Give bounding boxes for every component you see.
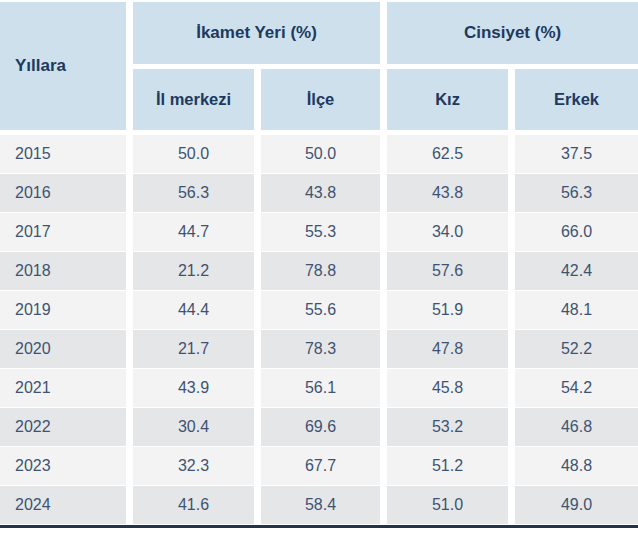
value-cell: 44.4: [133, 290, 261, 329]
table-row: 2018 21.2 78.8 57.6 42.4: [0, 251, 638, 290]
column-header-girl: Kız: [387, 69, 515, 135]
value-cell: 51.2: [387, 446, 515, 485]
value-cell: 54.2: [515, 368, 638, 407]
value-cell: 42.4: [515, 251, 638, 290]
value-cell: 69.6: [261, 407, 387, 446]
corner-header-years: Yıllara: [0, 2, 133, 135]
value-cell: 50.0: [261, 135, 387, 173]
year-cell: 2022: [0, 407, 133, 446]
value-cell: 34.0: [387, 212, 515, 251]
value-cell: 37.5: [515, 135, 638, 173]
table-row: 2019 44.4 55.6 51.9 48.1: [0, 290, 638, 329]
table-body: 2015 50.0 50.0 62.5 37.5 2016 56.3 43.8 …: [0, 135, 638, 524]
value-cell: 50.0: [133, 135, 261, 173]
value-cell: 43.9: [133, 368, 261, 407]
value-cell: 56.1: [261, 368, 387, 407]
value-cell: 78.3: [261, 329, 387, 368]
table-bottom-border: [0, 525, 638, 528]
group-header-row: Yıllara İkamet Yeri (%) Cinsiyet (%): [0, 2, 638, 69]
column-header-boy: Erkek: [515, 69, 638, 135]
table-row: 2023 32.3 67.7 51.2 48.8: [0, 446, 638, 485]
value-cell: 48.1: [515, 290, 638, 329]
value-cell: 55.3: [261, 212, 387, 251]
table-header: Yıllara İkamet Yeri (%) Cinsiyet (%) İl …: [0, 2, 638, 135]
value-cell: 30.4: [133, 407, 261, 446]
year-cell: 2024: [0, 485, 133, 524]
year-cell: 2021: [0, 368, 133, 407]
table-row: 2020 21.7 78.3 47.8 52.2: [0, 329, 638, 368]
column-header-province-center: İl merkezi: [133, 69, 261, 135]
value-cell: 55.6: [261, 290, 387, 329]
year-cell: 2015: [0, 135, 133, 173]
value-cell: 56.3: [133, 173, 261, 212]
year-cell: 2020: [0, 329, 133, 368]
value-cell: 32.3: [133, 446, 261, 485]
group-header-residence: İkamet Yeri (%): [133, 2, 387, 69]
year-cell: 2023: [0, 446, 133, 485]
value-cell: 51.0: [387, 485, 515, 524]
value-cell: 66.0: [515, 212, 638, 251]
value-cell: 46.8: [515, 407, 638, 446]
value-cell: 44.7: [133, 212, 261, 251]
year-cell: 2016: [0, 173, 133, 212]
value-cell: 51.9: [387, 290, 515, 329]
value-cell: 52.2: [515, 329, 638, 368]
value-cell: 47.8: [387, 329, 515, 368]
table-row: 2016 56.3 43.8 43.8 56.3: [0, 173, 638, 212]
value-cell: 62.5: [387, 135, 515, 173]
year-cell: 2018: [0, 251, 133, 290]
table-row: 2024 41.6 58.4 51.0 49.0: [0, 485, 638, 524]
value-cell: 67.7: [261, 446, 387, 485]
value-cell: 21.7: [133, 329, 261, 368]
value-cell: 48.8: [515, 446, 638, 485]
value-cell: 21.2: [133, 251, 261, 290]
year-cell: 2017: [0, 212, 133, 251]
value-cell: 53.2: [387, 407, 515, 446]
table-row: 2022 30.4 69.6 53.2 46.8: [0, 407, 638, 446]
year-cell: 2019: [0, 290, 133, 329]
value-cell: 43.8: [387, 173, 515, 212]
table-row: 2017 44.7 55.3 34.0 66.0: [0, 212, 638, 251]
table-row: 2021 43.9 56.1 45.8 54.2: [0, 368, 638, 407]
value-cell: 49.0: [515, 485, 638, 524]
value-cell: 56.3: [515, 173, 638, 212]
value-cell: 41.6: [133, 485, 261, 524]
value-cell: 45.8: [387, 368, 515, 407]
statistics-table: Yıllara İkamet Yeri (%) Cinsiyet (%) İl …: [0, 2, 638, 524]
data-table-container: Yıllara İkamet Yeri (%) Cinsiyet (%) İl …: [0, 0, 638, 528]
value-cell: 78.8: [261, 251, 387, 290]
table-row: 2015 50.0 50.0 62.5 37.5: [0, 135, 638, 173]
value-cell: 57.6: [387, 251, 515, 290]
group-header-gender: Cinsiyet (%): [387, 2, 638, 69]
column-header-district: İlçe: [261, 69, 387, 135]
value-cell: 43.8: [261, 173, 387, 212]
value-cell: 58.4: [261, 485, 387, 524]
